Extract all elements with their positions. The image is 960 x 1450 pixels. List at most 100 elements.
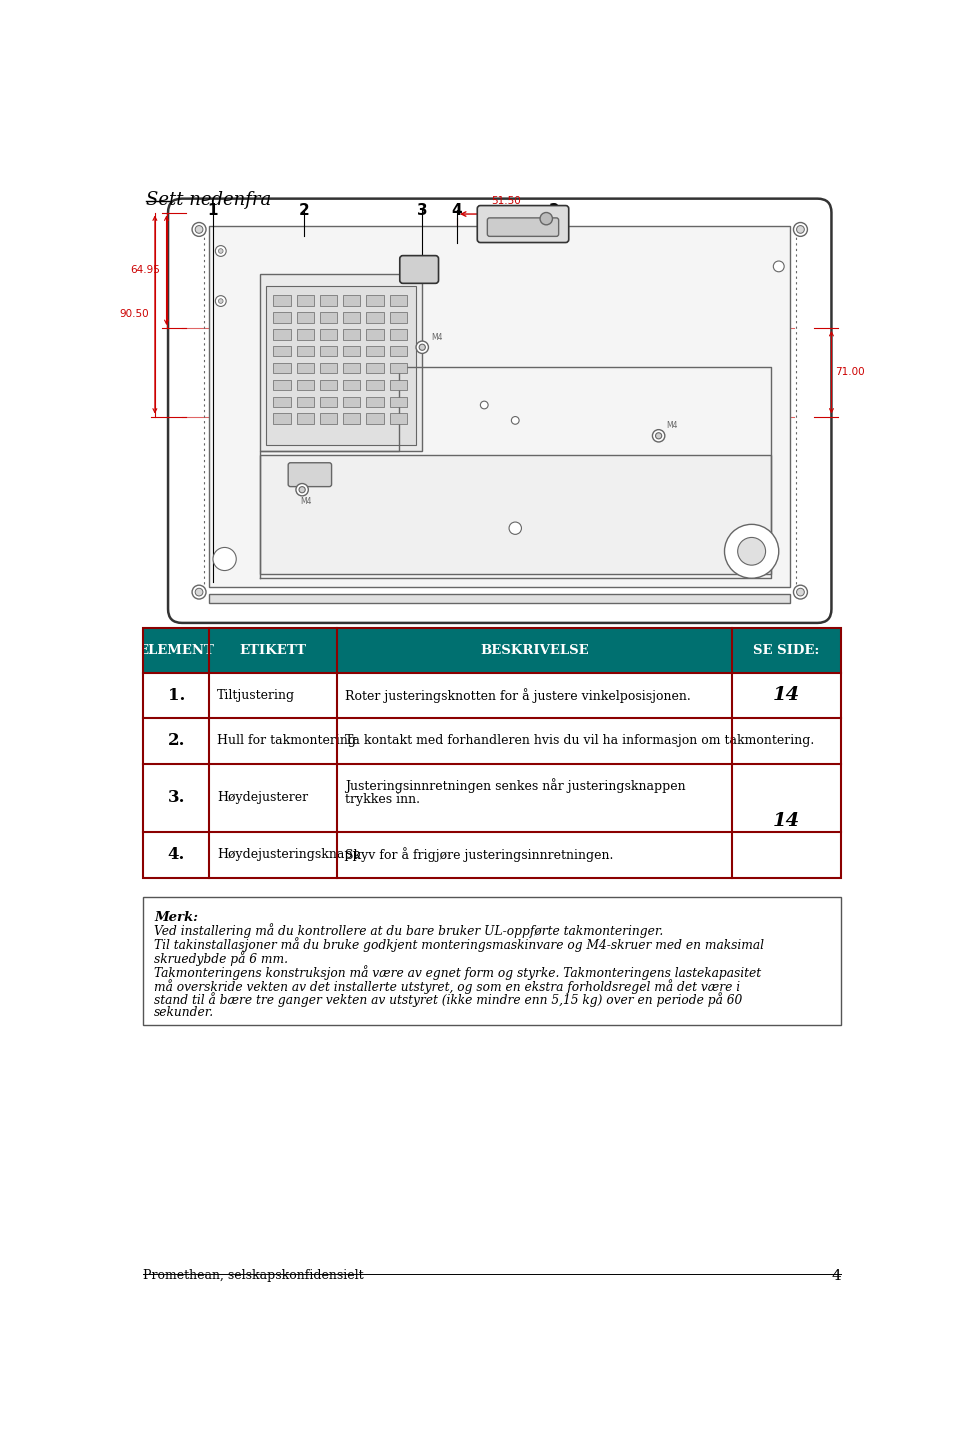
Text: Høydejusterer: Høydejusterer [217, 792, 308, 805]
Bar [209, 593, 790, 603]
Bar [274, 345, 291, 357]
Bar [344, 413, 360, 425]
Text: 3.: 3. [167, 789, 185, 806]
Bar [320, 362, 337, 374]
Bar [367, 362, 383, 374]
Text: M4: M4 [300, 496, 312, 506]
Text: 64.95: 64.95 [131, 265, 160, 276]
Bar [390, 413, 407, 425]
Text: Til takinstallasjoner må du bruke godkjent monteringsmaskinvare og M4-skruer med: Til takinstallasjoner må du bruke godkje… [155, 937, 764, 953]
Text: sekunder.: sekunder. [155, 1006, 214, 1019]
Circle shape [213, 548, 236, 570]
Bar [367, 380, 383, 390]
Bar [320, 294, 337, 306]
Circle shape [797, 226, 804, 233]
Circle shape [737, 538, 765, 566]
Bar [143, 832, 841, 877]
Text: Hull for takmontering: Hull for takmontering [217, 734, 356, 747]
Text: 14: 14 [773, 812, 800, 829]
FancyBboxPatch shape [288, 463, 331, 487]
Text: 4: 4 [831, 1269, 841, 1283]
Text: ELEMENT: ELEMENT [138, 644, 214, 657]
Text: Høydejusteringsknapp: Høydejusteringsknapp [217, 848, 361, 861]
Text: Skyv for å frigjøre justeringsinnretningen.: Skyv for å frigjøre justeringsinnretning… [345, 847, 613, 863]
Bar [274, 413, 291, 425]
Bar [390, 329, 407, 339]
Bar [266, 286, 416, 445]
Bar [320, 413, 337, 425]
Text: 3: 3 [417, 203, 427, 219]
Bar [390, 312, 407, 322]
Circle shape [215, 245, 227, 257]
Text: M4: M4 [432, 332, 444, 342]
Bar [259, 455, 771, 574]
FancyBboxPatch shape [477, 206, 568, 242]
Bar [297, 396, 314, 407]
Circle shape [509, 522, 521, 535]
Circle shape [512, 416, 519, 425]
Bar [297, 413, 314, 425]
Circle shape [725, 525, 779, 579]
Bar [209, 226, 790, 587]
Bar [390, 362, 407, 374]
Text: 1.: 1. [167, 687, 185, 703]
Text: 90.50: 90.50 [120, 309, 150, 319]
Bar [390, 380, 407, 390]
Text: SE SIDE:: SE SIDE: [754, 644, 820, 657]
FancyBboxPatch shape [488, 218, 559, 236]
Bar [344, 312, 360, 322]
Circle shape [195, 589, 203, 596]
Bar [297, 294, 314, 306]
Bar [367, 312, 383, 322]
Circle shape [195, 226, 203, 233]
Bar [367, 294, 383, 306]
Bar [390, 294, 407, 306]
Text: Roter justeringsknotten for å justere vinkelposisjonen.: Roter justeringsknotten for å justere vi… [345, 687, 690, 703]
Bar [143, 628, 841, 673]
Circle shape [797, 589, 804, 596]
Bar [367, 413, 383, 425]
Text: Justeringsinnretningen senkes når justeringsknappen: Justeringsinnretningen senkes når juster… [345, 779, 685, 793]
Bar [320, 345, 337, 357]
Bar [344, 396, 360, 407]
Text: Sett nedenfra: Sett nedenfra [146, 191, 271, 209]
Bar [344, 380, 360, 390]
Bar [390, 345, 407, 357]
Circle shape [215, 296, 227, 306]
Circle shape [219, 299, 223, 303]
Text: Promethean, selskapskonfidensielt: Promethean, selskapskonfidensielt [143, 1269, 364, 1282]
Circle shape [540, 213, 552, 225]
Bar [259, 274, 422, 451]
Bar [143, 628, 841, 877]
Text: BESKRIVELSE: BESKRIVELSE [480, 644, 588, 657]
Text: ETIKETT: ETIKETT [240, 644, 306, 657]
Circle shape [480, 402, 488, 409]
Bar [367, 396, 383, 407]
Text: Merk:: Merk: [155, 911, 198, 924]
Circle shape [794, 222, 807, 236]
Circle shape [774, 261, 784, 271]
Circle shape [416, 341, 428, 354]
Bar [297, 329, 314, 339]
Bar [274, 294, 291, 306]
Circle shape [420, 344, 425, 351]
FancyBboxPatch shape [399, 255, 439, 283]
Bar [367, 345, 383, 357]
Circle shape [219, 249, 223, 254]
Circle shape [296, 483, 308, 496]
Text: stand til å bære tre ganger vekten av utstyret (ikke mindre enn 5,15 kg) over en: stand til å bære tre ganger vekten av ut… [155, 992, 742, 1008]
Bar [390, 396, 407, 407]
Bar [143, 764, 841, 832]
Bar [297, 380, 314, 390]
Circle shape [794, 586, 807, 599]
Bar [297, 362, 314, 374]
Circle shape [192, 222, 206, 236]
Text: 4: 4 [452, 203, 463, 219]
Bar [320, 380, 337, 390]
Bar [320, 329, 337, 339]
Bar [320, 396, 337, 407]
Text: 2: 2 [300, 203, 310, 219]
Bar [344, 294, 360, 306]
Circle shape [192, 586, 206, 599]
FancyBboxPatch shape [168, 199, 831, 624]
